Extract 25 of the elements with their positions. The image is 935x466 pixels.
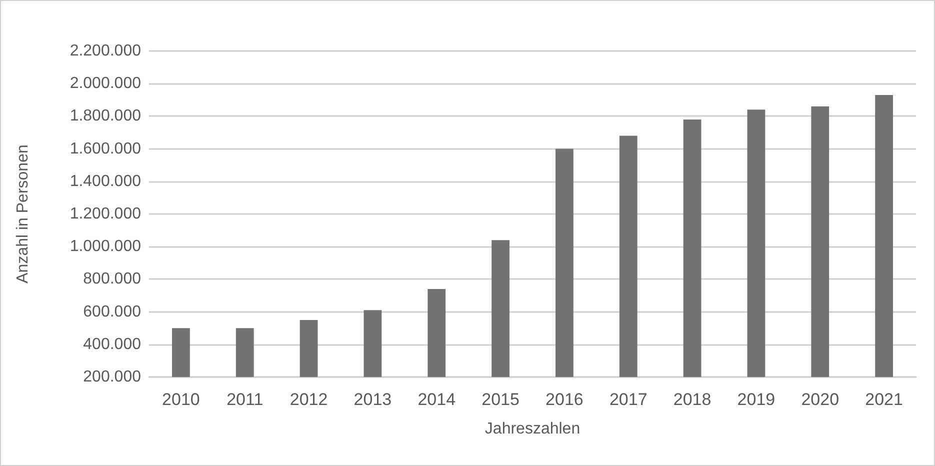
x-tick-label: 2010 (162, 390, 200, 409)
y-tick-label: 2.000.000 (70, 75, 142, 92)
x-tick-label: 2020 (801, 390, 840, 409)
x-tick-label: 2011 (226, 390, 264, 409)
y-tick-label: 1.600.000 (70, 140, 142, 158)
y-tick-label: 1.200.000 (70, 206, 142, 222)
y-tick-label: 2.200.000 (70, 42, 142, 60)
x-tick-label: 2018 (673, 390, 712, 409)
y-tick-label: 200.000 (83, 368, 142, 386)
y-tick-label: 1.400.000 (70, 172, 142, 190)
x-tick-label: 2012 (290, 390, 328, 409)
x-tick-label: 2014 (418, 390, 456, 409)
y-tick-label: 1.000.000 (70, 238, 142, 256)
x-axis-title: Jahreszahlen (484, 420, 580, 438)
y-tick-label: 600.000 (83, 303, 142, 320)
y-tick-label: 400.000 (83, 336, 142, 353)
x-tick-label: 2015 (482, 390, 520, 409)
y-tick-label: 1.800.000 (70, 108, 142, 125)
x-tick-label: 2021 (865, 390, 903, 409)
x-tick-label: 2016 (546, 390, 584, 409)
x-tick-label: 2013 (354, 390, 392, 409)
x-tick-label: 2017 (609, 390, 648, 409)
x-tick-label: 2019 (737, 390, 776, 409)
y-tick-label: 800.000 (83, 270, 142, 288)
y-axis-title: Anzahl in Personen (14, 144, 32, 284)
